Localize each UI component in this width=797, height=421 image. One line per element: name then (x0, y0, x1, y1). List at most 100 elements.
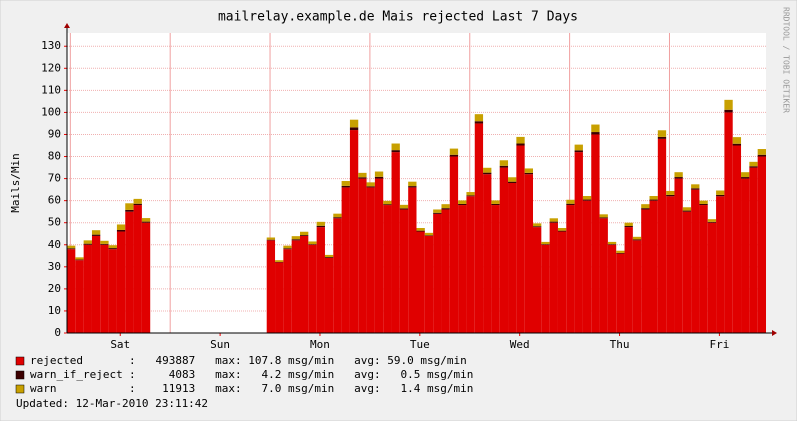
bar-segment (549, 222, 558, 333)
bar-segment (557, 228, 567, 231)
bar-segment (741, 177, 750, 179)
bar-segment (483, 167, 492, 173)
bar-segment (474, 123, 484, 333)
bar-segment (383, 204, 392, 206)
bar-segment (458, 205, 467, 333)
bar-segment (666, 190, 675, 195)
legend-swatch (15, 356, 25, 366)
bar-segment (416, 231, 425, 333)
bar-segment (291, 236, 300, 240)
bar-segment (666, 194, 675, 197)
bar-segment (408, 187, 417, 333)
bar-segment (466, 196, 475, 333)
bar-segment (449, 148, 459, 155)
bar-segment (641, 208, 650, 210)
bar-segment (416, 228, 425, 231)
bar-segment (508, 177, 517, 182)
bar-segment (657, 136, 667, 139)
bar-segment (682, 210, 692, 212)
bar-segment (699, 203, 708, 206)
bar-segment (316, 221, 325, 226)
bar-segment (324, 258, 334, 333)
bar-segment (391, 152, 400, 333)
bar-segment (549, 221, 558, 223)
bar-segment (641, 204, 650, 209)
bar-segment (474, 114, 484, 122)
bar-segment (541, 244, 550, 245)
bar-segment (533, 226, 542, 228)
bar-segment (549, 218, 558, 222)
bar-segment (91, 230, 101, 235)
bar-segment (541, 244, 550, 333)
bar-segment (266, 240, 276, 333)
y-tick-label: 120 (41, 61, 61, 74)
bar-segment (691, 188, 700, 190)
bar-segment (707, 221, 717, 223)
bar-segment (566, 205, 575, 333)
bar-segment (108, 245, 117, 249)
bar-segment (591, 132, 600, 135)
bar-segment (358, 177, 367, 179)
footer: Updated: 12-Mar-2010 23:11:42 (16, 397, 208, 410)
bar-segment (333, 217, 342, 219)
legend: rejected: 493887 max: 107.8 msg/min avg:… (15, 354, 473, 395)
bar-segment (108, 248, 117, 250)
bar-segment (100, 244, 109, 333)
bar-segment (574, 144, 583, 151)
bar-segment (582, 200, 592, 333)
bar-segment (316, 225, 325, 228)
y-tick-label: 20 (48, 282, 61, 295)
bar-segment (308, 244, 317, 245)
x-tick-label: Wed (510, 338, 530, 351)
bar-segment (91, 235, 101, 333)
bar-segment (699, 200, 708, 204)
bar-segment (624, 222, 633, 227)
legend-swatch (15, 370, 25, 380)
bar-segment (108, 249, 117, 333)
y-tick-label: 110 (41, 83, 61, 96)
bar-segment (707, 219, 717, 222)
bar-segment (508, 183, 517, 333)
x-tick-label: Sun (210, 338, 230, 351)
y-tick-label: 70 (48, 172, 61, 185)
bar-segment (591, 124, 600, 133)
bar-segment (516, 143, 525, 146)
bar-segment (699, 205, 708, 333)
bar-segment (466, 192, 475, 196)
legend-label: rejected (30, 354, 83, 367)
x-tick-label: Fri (709, 338, 729, 351)
bar-segment (283, 245, 292, 249)
bar-segment (433, 209, 442, 213)
y-tick-label: 40 (48, 238, 61, 251)
bar-segment (266, 237, 276, 240)
bar-segment (275, 260, 284, 262)
bar-segment (283, 249, 292, 333)
bar-segment (691, 184, 700, 189)
bar-segment (491, 203, 500, 206)
bar-segment (599, 214, 608, 218)
bar-segment (374, 176, 384, 179)
bar-segment (491, 205, 500, 333)
bar-segment (741, 172, 750, 178)
bar-segment (483, 172, 492, 175)
bar-segment (100, 243, 109, 245)
bar-segment (632, 240, 642, 333)
bar-segment (624, 227, 633, 333)
bar-segment (757, 154, 766, 157)
bar-segment (449, 154, 459, 157)
bar-segment (141, 221, 151, 223)
bar-segment (283, 248, 292, 250)
bar-segment (83, 243, 92, 245)
bar-segment (632, 236, 642, 240)
bar-segment (91, 234, 101, 236)
bar-segment (341, 185, 350, 188)
y-tick-label: 60 (48, 194, 61, 207)
bar-segment (607, 241, 617, 245)
bar-segment (75, 260, 84, 333)
bar-segment (607, 244, 617, 333)
bar-segment (341, 181, 350, 186)
bar-segment (458, 200, 467, 204)
bar-segment (300, 235, 309, 236)
bar-segment (674, 178, 683, 333)
bar-segment (724, 109, 733, 113)
